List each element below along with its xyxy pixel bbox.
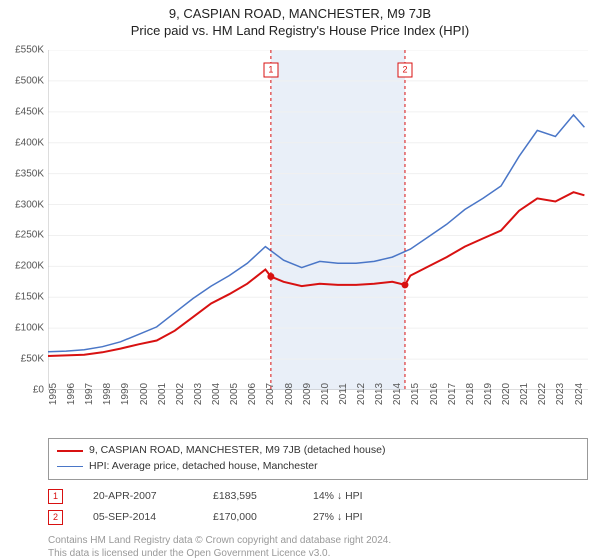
ytick-label: £0: [33, 385, 44, 396]
xtick-label: 2017: [447, 383, 458, 405]
sales-table: 1 20-APR-2007 £183,595 14% ↓ HPI 2 05-SEP-201…: [48, 486, 588, 528]
legend-line-icon: [57, 466, 83, 467]
sale-price: £183,595: [213, 490, 283, 502]
sale-marker-box-1: 1: [263, 63, 278, 78]
sale-date: 05-SEP-2014: [93, 511, 183, 523]
xtick-label: 1999: [120, 383, 131, 405]
xtick-label: 2024: [574, 383, 585, 405]
xtick-label: 2015: [410, 383, 421, 405]
xtick-label: 2007: [265, 383, 276, 405]
sale-marker-dot-1: [267, 273, 274, 280]
sale-diff: 27% ↓ HPI: [313, 511, 403, 523]
legend-box: 9, CASPIAN ROAD, MANCHESTER, M9 7JB (det…: [48, 438, 588, 480]
bottom-panel: 9, CASPIAN ROAD, MANCHESTER, M9 7JB (det…: [48, 438, 588, 560]
xtick-label: 2011: [338, 383, 349, 405]
chart-svg: [48, 50, 588, 390]
sale-price: £170,000: [213, 511, 283, 523]
address-title: 9, CASPIAN ROAD, MANCHESTER, M9 7JB: [0, 6, 600, 21]
legend-item: 9, CASPIAN ROAD, MANCHESTER, M9 7JB (det…: [57, 443, 579, 459]
sale-row-marker: 2: [48, 510, 63, 525]
xtick-label: 2005: [229, 383, 240, 405]
sale-diff: 14% ↓ HPI: [313, 490, 403, 502]
sale-marker-dot-2: [401, 281, 408, 288]
ytick-label: £300K: [15, 199, 44, 210]
footer: Contains HM Land Registry data © Crown c…: [48, 534, 588, 560]
ytick-label: £500K: [15, 75, 44, 86]
ytick-label: £250K: [15, 230, 44, 241]
sale-row: 2 05-SEP-2014 £170,000 27% ↓ HPI: [48, 507, 588, 528]
xtick-label: 2012: [356, 383, 367, 405]
sale-date: 20-APR-2007: [93, 490, 183, 502]
ytick-label: £350K: [15, 168, 44, 179]
legend-line-icon: [57, 450, 83, 452]
xtick-label: 2018: [465, 383, 476, 405]
sale-row: 1 20-APR-2007 £183,595 14% ↓ HPI: [48, 486, 588, 507]
xtick-label: 2016: [429, 383, 440, 405]
xtick-label: 1995: [48, 383, 59, 405]
footer-line-1: Contains HM Land Registry data © Crown c…: [48, 534, 588, 547]
ytick-label: £200K: [15, 261, 44, 272]
xtick-label: 2014: [392, 383, 403, 405]
chart-area: £0£50K£100K£150K£200K£250K£300K£350K£400…: [48, 50, 588, 390]
xtick-label: 1998: [102, 383, 113, 405]
ytick-label: £400K: [15, 137, 44, 148]
legend-label: 9, CASPIAN ROAD, MANCHESTER, M9 7JB (det…: [89, 443, 385, 459]
xtick-label: 2002: [175, 383, 186, 405]
subtitle: Price paid vs. HM Land Registry's House …: [0, 23, 600, 38]
xtick-label: 2013: [374, 383, 385, 405]
xtick-label: 2003: [193, 383, 204, 405]
xtick-label: 2021: [519, 383, 530, 405]
xtick-label: 1996: [66, 383, 77, 405]
titles: 9, CASPIAN ROAD, MANCHESTER, M9 7JB Pric…: [0, 0, 600, 38]
legend-label: HPI: Average price, detached house, Manc…: [89, 459, 318, 475]
ytick-label: £550K: [15, 45, 44, 56]
chart-container: 9, CASPIAN ROAD, MANCHESTER, M9 7JB Pric…: [0, 0, 600, 560]
sale-marker-box-2: 2: [397, 63, 412, 78]
shaded-band: [271, 50, 405, 390]
legend-item: HPI: Average price, detached house, Manc…: [57, 459, 579, 475]
xtick-label: 2008: [284, 383, 295, 405]
xtick-label: 2020: [501, 383, 512, 405]
ytick-label: £450K: [15, 106, 44, 117]
xtick-label: 2023: [555, 383, 566, 405]
ytick-label: £50K: [21, 354, 44, 365]
xtick-label: 2019: [483, 383, 494, 405]
xtick-label: 2000: [139, 383, 150, 405]
sale-row-marker: 1: [48, 489, 63, 504]
xtick-label: 2010: [320, 383, 331, 405]
xtick-label: 2004: [211, 383, 222, 405]
ytick-label: £100K: [15, 323, 44, 334]
xtick-label: 2001: [157, 383, 168, 405]
xtick-label: 2006: [247, 383, 258, 405]
xtick-label: 2009: [302, 383, 313, 405]
ytick-label: £150K: [15, 292, 44, 303]
xtick-label: 2022: [537, 383, 548, 405]
footer-line-2: This data is licensed under the Open Gov…: [48, 547, 588, 560]
xtick-label: 1997: [84, 383, 95, 405]
